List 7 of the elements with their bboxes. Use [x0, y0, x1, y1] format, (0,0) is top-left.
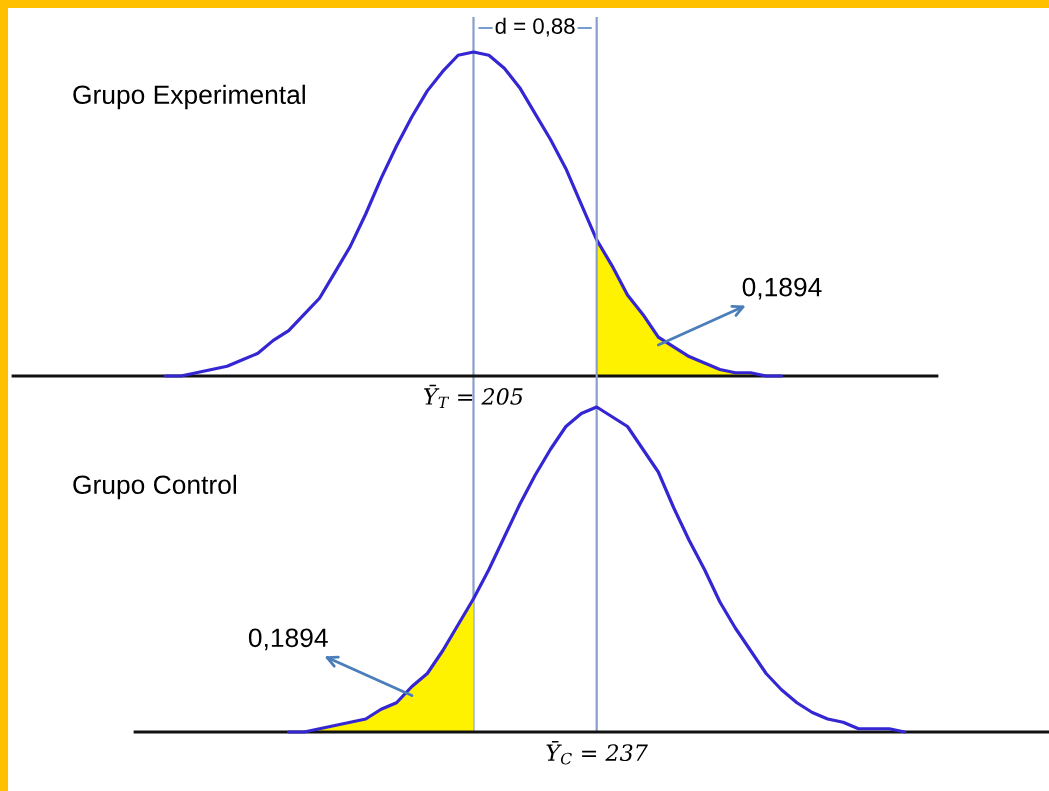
- text: Ȳ$_{T}$ = 205: [424, 384, 523, 409]
- text: Ȳ$_{C}$ = 237: [546, 740, 648, 765]
- text: Grupo Control: [73, 474, 236, 500]
- annotation: 0,1894: [742, 277, 822, 300]
- text: Grupo Experimental: [73, 84, 305, 110]
- text: d = 0,88: [495, 17, 575, 37]
- annotation: 0,1894: [248, 628, 328, 651]
